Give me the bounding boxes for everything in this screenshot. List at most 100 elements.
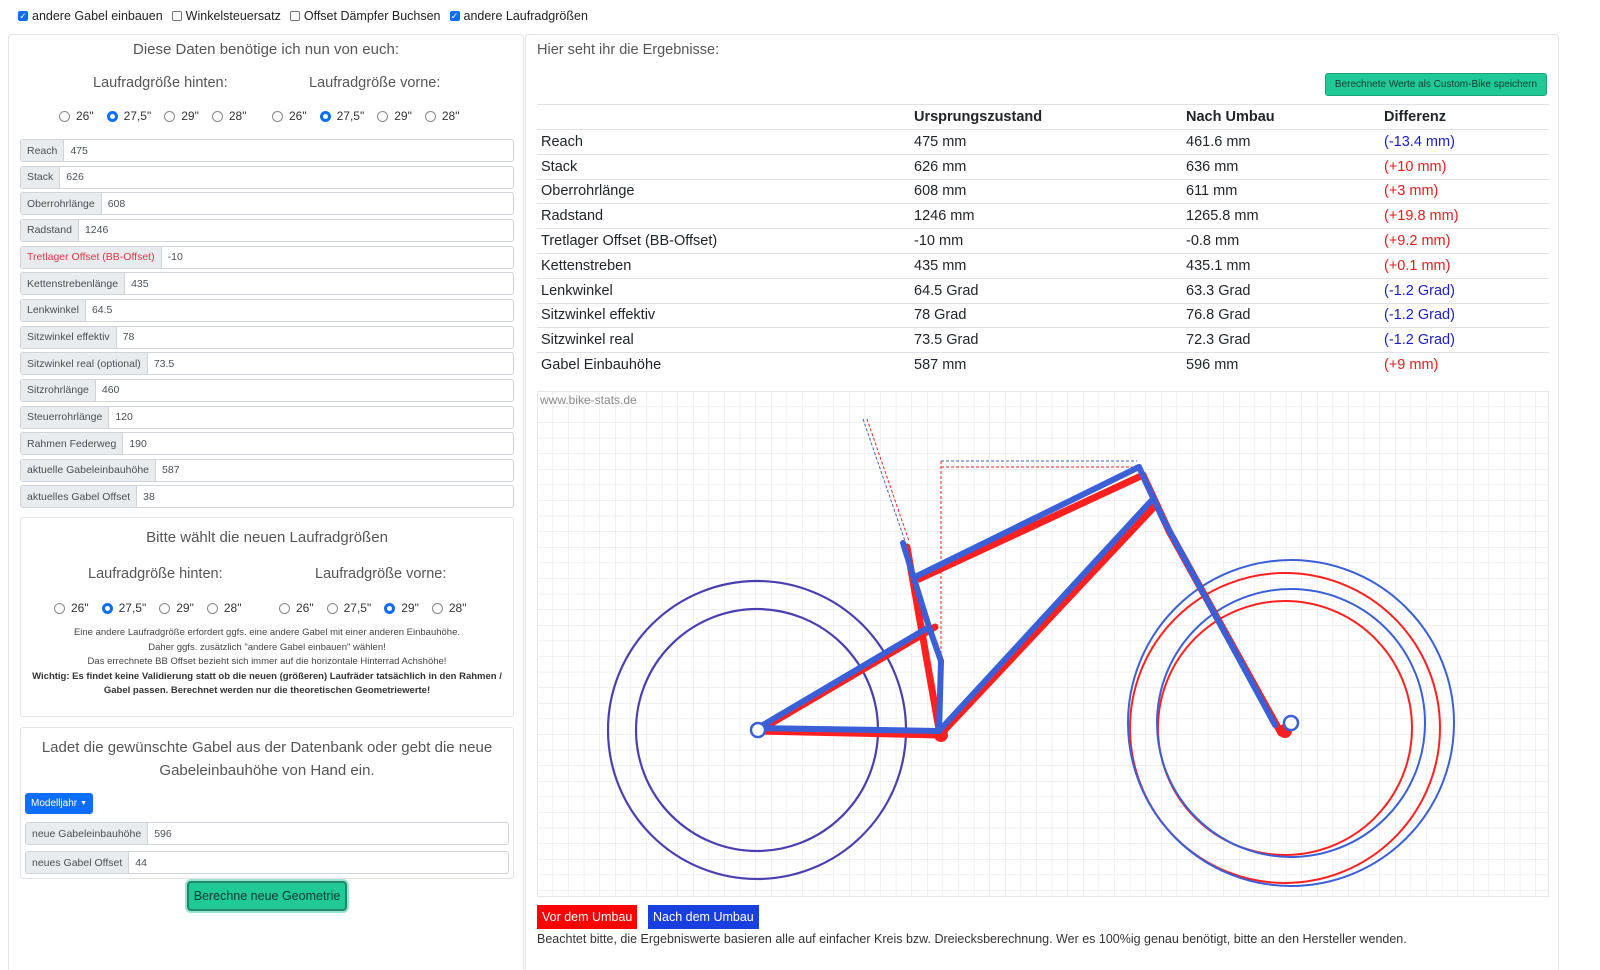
- geometry-field[interactable]: Kettenstrebenlänge 435: [20, 272, 514, 296]
- new-wheels-box: Bitte wählt die neuen Laufradgrößen Lauf…: [20, 517, 514, 717]
- geometry-field[interactable]: Sitzwinkel effektiv 78: [20, 325, 514, 349]
- wheel-size-radio[interactable]: 29": [377, 109, 412, 123]
- geometry-field[interactable]: Oberrohrlänge 608: [20, 192, 514, 216]
- legend-before: Vor dem Umbau: [537, 905, 638, 929]
- watermark: www.bike-stats.de: [539, 393, 637, 407]
- rear-wheel-heading: Laufradgröße hinten:: [93, 75, 228, 91]
- table-row: Stack 626 mm 636 mm (+10 mm): [537, 153, 1549, 180]
- table-row: Gabel Einbauhöhe 587 mm 596 mm (+9 mm): [537, 352, 1549, 378]
- toptube-after: [912, 464, 1142, 580]
- calculate-geometry-button[interactable]: Berechne neue Geometrie: [187, 881, 347, 911]
- radio-icon[interactable]: [279, 602, 290, 614]
- model-year-dropdown[interactable]: Modelljahr ▼: [25, 793, 94, 814]
- option-other-wheels[interactable]: ✓ andere Laufradgrößen: [449, 9, 588, 23]
- radio-icon[interactable]: [319, 110, 331, 122]
- headtube-after: [1136, 464, 1166, 522]
- radio-icon[interactable]: [159, 602, 171, 614]
- radio-icon[interactable]: [326, 602, 338, 614]
- checkbox-icon[interactable]: ✓: [18, 10, 28, 21]
- new-rear-wheel-heading: Laufradgröße hinten:: [88, 566, 223, 582]
- wheel-size-radio[interactable]: 27,5": [319, 109, 364, 123]
- radio-icon[interactable]: [54, 602, 65, 614]
- chainstay-before: [754, 727, 944, 739]
- option-other-fork[interactable]: ✓ andere Gabel einbauen: [18, 9, 163, 23]
- input-panel-title: Diese Daten benötige ich nun von euch:: [132, 41, 399, 58]
- radio-icon[interactable]: [59, 110, 70, 122]
- wheel-size-radio[interactable]: 27,5": [101, 601, 146, 615]
- table-row: Kettenstreben 435 mm 435.1 mm (+0.1 mm): [537, 252, 1549, 279]
- wheel-size-radio[interactable]: 28": [431, 601, 466, 615]
- wheel-size-radio[interactable]: 26": [272, 109, 307, 123]
- wheel-size-radio[interactable]: 29": [384, 601, 419, 615]
- results-panel: Hier seht ihr die Ergebnisse: Berechnete…: [525, 34, 1559, 970]
- checkbox-icon[interactable]: ✓: [449, 10, 460, 21]
- geometry-field[interactable]: aktuelle Gabeleinbauhöhe 587: [20, 458, 514, 482]
- wheel-size-radio[interactable]: 29": [164, 109, 199, 123]
- option-angle-headset[interactable]: Winkelsteuersatz: [171, 9, 281, 23]
- wheel-size-radio[interactable]: 26": [279, 601, 314, 615]
- radio-icon[interactable]: [101, 602, 113, 614]
- radio-icon[interactable]: [272, 110, 283, 122]
- geometry-field[interactable]: Lenkwinkel 64.5: [20, 298, 514, 322]
- geometry-field[interactable]: Rahmen Federweg 190: [20, 432, 514, 456]
- radio-icon[interactable]: [106, 110, 118, 122]
- options-bar: ✓ andere Gabel einbauen Winkelsteuersatz …: [18, 7, 597, 25]
- geometry-field[interactable]: Sitzwinkel real (optional) 73.5: [20, 352, 514, 376]
- caret-down-icon: ▼: [80, 800, 88, 807]
- results-header-row: Ursprungszustand Nach Umbau Differenz: [537, 104, 1549, 130]
- save-custom-bike-button[interactable]: Berechnete Werte als Custom-Bike speiche…: [1325, 73, 1547, 96]
- results-table: Ursprungszustand Nach Umbau Differenz Re…: [537, 104, 1549, 378]
- radio-icon[interactable]: [211, 110, 223, 122]
- seattube-after: [900, 540, 932, 630]
- radio-icon[interactable]: [431, 602, 443, 614]
- results-title: Hier seht ihr die Ergebnisse:: [537, 42, 720, 58]
- geometry-field[interactable]: aktuelles Gabel Offset 38: [20, 485, 514, 509]
- wheel-size-radio[interactable]: 28": [424, 109, 459, 123]
- fork-title: Ladet die gewünschte Gabel aus der Daten…: [41, 739, 493, 779]
- wheel-size-radio[interactable]: 26": [54, 601, 89, 615]
- new-front-wheel-heading: Laufradgröße vorne:: [315, 566, 447, 582]
- downtube-before: [936, 503, 1158, 739]
- toptube-before: [915, 471, 1147, 583]
- geometry-field[interactable]: Reach 475: [20, 139, 514, 162]
- radio-icon[interactable]: [377, 110, 389, 122]
- new-wheels-title: Bitte wählt die neuen Laufradgrößen: [146, 529, 388, 546]
- wheel-size-radio[interactable]: 28": [206, 601, 241, 615]
- chainstay-after: [755, 725, 942, 734]
- fork-box: Ladet die gewünschte Gabel aus der Daten…: [20, 727, 514, 879]
- option-offset-bushings[interactable]: Offset Dämpfer Buchsen: [289, 9, 441, 23]
- new-fork-height-field[interactable]: neue Gabeleinbauhöhe 596: [25, 822, 509, 845]
- front-wheel-radio-group: 26" 27,5" 29" 28": [272, 109, 472, 123]
- wheel-size-radio[interactable]: 27,5": [106, 109, 151, 123]
- checkbox-icon[interactable]: [289, 11, 300, 21]
- front-rim-after: [1156, 588, 1426, 858]
- geometry-field[interactable]: Radstand 1246: [20, 218, 514, 242]
- wheel-size-radio[interactable]: 27,5": [326, 601, 371, 615]
- legend-after: Nach dem Umbau: [648, 905, 759, 929]
- geometry-field[interactable]: Sitzrohrlänge 460: [20, 378, 514, 402]
- table-row: Oberrohrlänge 608 mm 611 mm (+3 mm): [537, 178, 1549, 204]
- disclaimer-footnote: Beachtet bitte, die Ergebniswerte basier…: [537, 932, 1407, 946]
- radio-icon[interactable]: [384, 602, 396, 614]
- wheel-size-radio[interactable]: 26": [59, 109, 94, 123]
- table-row: Reach 475 mm 461.6 mm (-13.4 mm): [537, 129, 1549, 155]
- wheel-size-radio[interactable]: 28": [211, 109, 246, 123]
- new-fork-offset-field[interactable]: neues Gabel Offset 44: [25, 851, 509, 874]
- geometry-field[interactable]: Steuerrohrlänge 120: [20, 405, 514, 429]
- new-rear-wheel-radio-group: 26" 27,5" 29" 28": [54, 601, 254, 615]
- front-wheel-heading: Laufradgröße vorne:: [309, 75, 441, 91]
- seatstay-after: [755, 624, 932, 731]
- wheel-size-radio[interactable]: 29": [159, 601, 194, 615]
- table-row: Tretlager Offset (BB-Offset) -10 mm -0.8 m…: [537, 228, 1549, 254]
- geometry-field[interactable]: Tretlager Offset (BB-Offset) -10: [20, 245, 514, 269]
- wheels-after: [1127, 559, 1455, 887]
- table-row: Sitzwinkel real 73.5 Grad 72.3 Grad (-1.2 G…: [537, 327, 1549, 353]
- radio-icon[interactable]: [164, 110, 176, 122]
- wheel-size-note: Eine andere Laufradgröße erfordert ggfs.…: [32, 627, 502, 696]
- radio-icon[interactable]: [424, 110, 436, 122]
- checkbox-icon[interactable]: [171, 11, 182, 21]
- table-row: Radstand 1246 mm 1265.8 mm (+19.8 mm): [537, 203, 1549, 229]
- geometry-field[interactable]: Stack 626: [20, 165, 514, 189]
- radio-icon[interactable]: [206, 602, 218, 614]
- seattube-lower-after: [936, 658, 944, 734]
